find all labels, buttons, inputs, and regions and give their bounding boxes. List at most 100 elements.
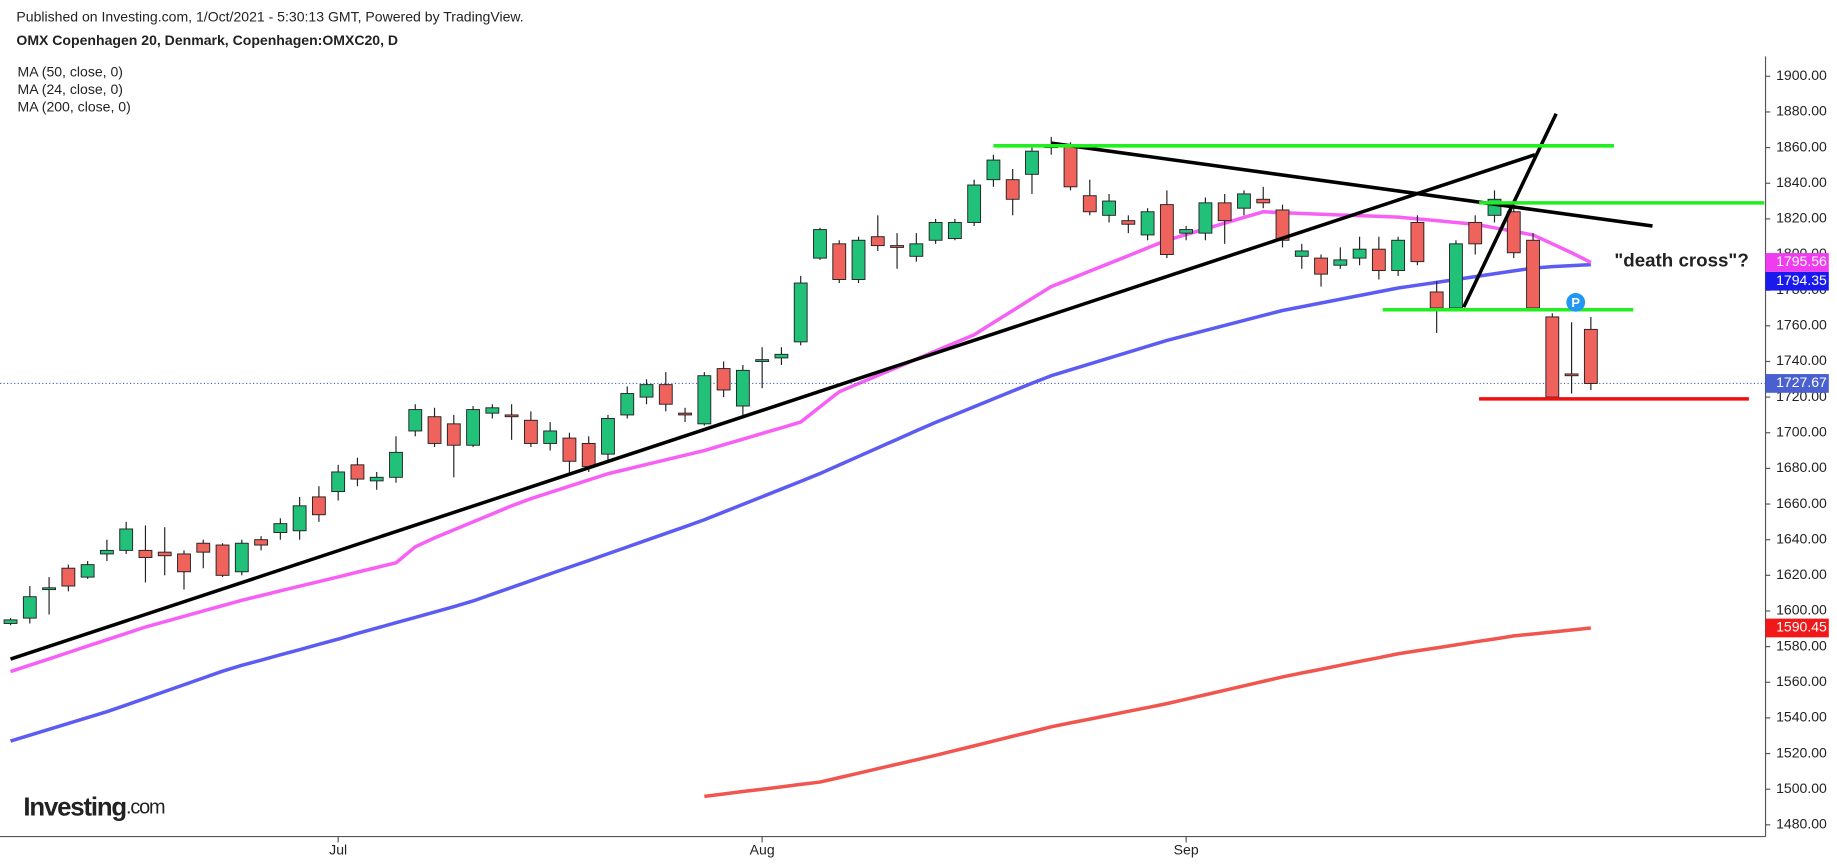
candle-body	[1179, 229, 1194, 234]
price-tag	[1765, 374, 1829, 393]
candle-body	[22, 596, 37, 619]
x-tick-label: Jul	[329, 841, 347, 857]
candle-body	[369, 476, 384, 482]
symbol-title: OMX Copenhagen 20, Denmark, Copenhagen:O…	[16, 32, 398, 48]
candle-body	[504, 414, 519, 418]
candle-body	[1237, 193, 1251, 209]
candle-body	[408, 409, 423, 432]
price-tag-label: 1795.56	[1776, 253, 1827, 269]
candle-body	[196, 542, 211, 553]
candle-body	[851, 239, 866, 280]
candle-body	[774, 353, 789, 359]
legend-entry: MA (200, close, 0)	[18, 99, 131, 115]
candle-body	[1063, 145, 1078, 188]
candle-body	[427, 416, 442, 444]
y-tick-label: 1860.00	[1776, 138, 1827, 154]
candle-body	[1198, 202, 1213, 234]
candle-body	[620, 393, 635, 416]
candle-body	[967, 184, 982, 223]
moving-average-line	[10, 262, 1591, 743]
legend-entry: MA (50, close, 0)	[18, 63, 123, 79]
candle-body	[80, 564, 95, 578]
candle-body	[678, 412, 692, 416]
y-tick-label: 1680.00	[1776, 459, 1827, 475]
price-tag	[1765, 253, 1829, 272]
y-tick-label: 1520.00	[1776, 744, 1827, 760]
candle-body	[389, 451, 403, 478]
candle-body	[61, 567, 76, 587]
candle-body	[543, 430, 558, 444]
candle-body	[1449, 243, 1463, 309]
candle-body	[793, 282, 808, 343]
published-note: Published on Investing.com, 1/Oct/2021 -…	[16, 8, 523, 24]
candle-body	[1371, 248, 1386, 272]
candle-body	[1025, 150, 1039, 175]
y-tick-label: 1580.00	[1776, 637, 1827, 653]
candle-body	[1275, 209, 1290, 241]
candle-body	[466, 409, 480, 446]
y-tick-label: 1480.00	[1776, 816, 1827, 832]
candle-body	[658, 384, 673, 405]
y-tick-label: 1500.00	[1776, 780, 1827, 796]
price-tag-label: 1727.67	[1776, 374, 1827, 390]
candle-body	[1333, 259, 1348, 266]
legend-entry: MA (24, close, 0)	[18, 81, 123, 97]
candle-body	[42, 587, 57, 591]
y-tick-label: 1880.00	[1776, 103, 1827, 119]
candle-body	[1468, 221, 1483, 245]
candle-body	[177, 553, 191, 573]
candle-body	[1391, 239, 1406, 272]
candle-body	[215, 544, 230, 576]
moving-average-line	[9, 209, 1592, 674]
candle-body	[292, 505, 307, 532]
drawn-line	[1050, 141, 1653, 228]
candle-body	[697, 375, 712, 425]
candle-body	[254, 539, 268, 546]
candle-body	[1217, 202, 1232, 222]
y-tick-label: 1700.00	[1776, 423, 1827, 439]
candle-body	[581, 442, 596, 468]
logo: Investing.com	[23, 793, 165, 821]
candle-body	[138, 549, 153, 558]
price-tag-label: 1590.45	[1776, 619, 1827, 635]
candle-body	[234, 542, 249, 573]
logo-suffix: .com	[126, 797, 165, 819]
y-tick-label: 1840.00	[1776, 174, 1827, 190]
plot: P	[0, 112, 1766, 799]
y-tick-label: 1900.00	[1776, 67, 1827, 83]
y-tick-label: 1660.00	[1776, 495, 1827, 511]
candle-body	[1256, 198, 1271, 204]
alert-marker	[1566, 292, 1586, 312]
candle-body	[1314, 257, 1328, 275]
candle-body	[157, 551, 172, 557]
candle-body	[1410, 221, 1425, 263]
candle-body	[735, 369, 750, 407]
candle-body	[870, 236, 885, 247]
candle-body	[1583, 328, 1598, 384]
candle-body	[1121, 220, 1136, 225]
y-tick-label: 1600.00	[1776, 602, 1827, 618]
candle-body	[1429, 291, 1444, 309]
candle-body	[639, 384, 654, 398]
candle-body	[601, 418, 615, 455]
candle-body	[1294, 250, 1309, 257]
candle-body	[1082, 195, 1097, 213]
candle-body	[1005, 179, 1020, 200]
annotation: "death cross"?	[1614, 249, 1748, 270]
candle-body	[1159, 204, 1174, 255]
y-tick-label: 1740.00	[1776, 352, 1827, 368]
logo-brand: Investing	[23, 793, 126, 821]
candle-body	[755, 359, 770, 362]
candle-body	[99, 549, 114, 555]
candle-body	[1140, 211, 1155, 236]
candle-body	[909, 243, 924, 257]
moving-average-line	[704, 626, 1592, 799]
candle-body	[1102, 200, 1116, 216]
candle-body	[1564, 373, 1579, 377]
candle-body	[716, 368, 731, 391]
y-tick-label: 1760.00	[1776, 317, 1827, 333]
